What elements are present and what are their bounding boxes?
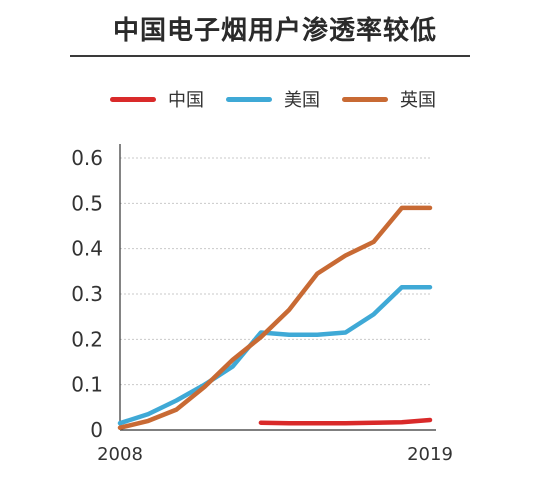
y-tick-label: 0.1 [71, 373, 103, 397]
y-tick-label: 0.4 [71, 237, 103, 261]
x-tick-label: 2008 [97, 444, 143, 465]
legend: 中国 美国 英国 [110, 86, 436, 112]
y-tick-label: 0.2 [71, 327, 103, 351]
title-underline [70, 55, 470, 57]
y-tick-label: 0 [90, 418, 103, 442]
legend-swatch-uk [342, 96, 388, 102]
series-line-usa [117, 284, 433, 426]
legend-item-china: 中国 [110, 86, 204, 112]
legend-swatch-china [110, 96, 156, 102]
y-tick-label: 0.3 [71, 282, 103, 306]
legend-label-usa: 美国 [284, 90, 320, 111]
y-tick-label: 0.5 [71, 191, 103, 215]
legend-label-china: 中国 [168, 90, 204, 111]
legend-item-usa: 美国 [226, 86, 320, 112]
x-tick-label: 2019 [407, 444, 453, 465]
legend-label-uk: 英国 [400, 90, 436, 111]
legend-item-uk: 英国 [342, 86, 436, 112]
y-tick-label: 0.6 [71, 146, 103, 170]
series-line-uk [117, 205, 433, 430]
series-line-china [258, 417, 433, 426]
legend-swatch-usa [226, 96, 272, 102]
chart-title: 中国电子烟用户渗透率较低 [112, 16, 437, 46]
